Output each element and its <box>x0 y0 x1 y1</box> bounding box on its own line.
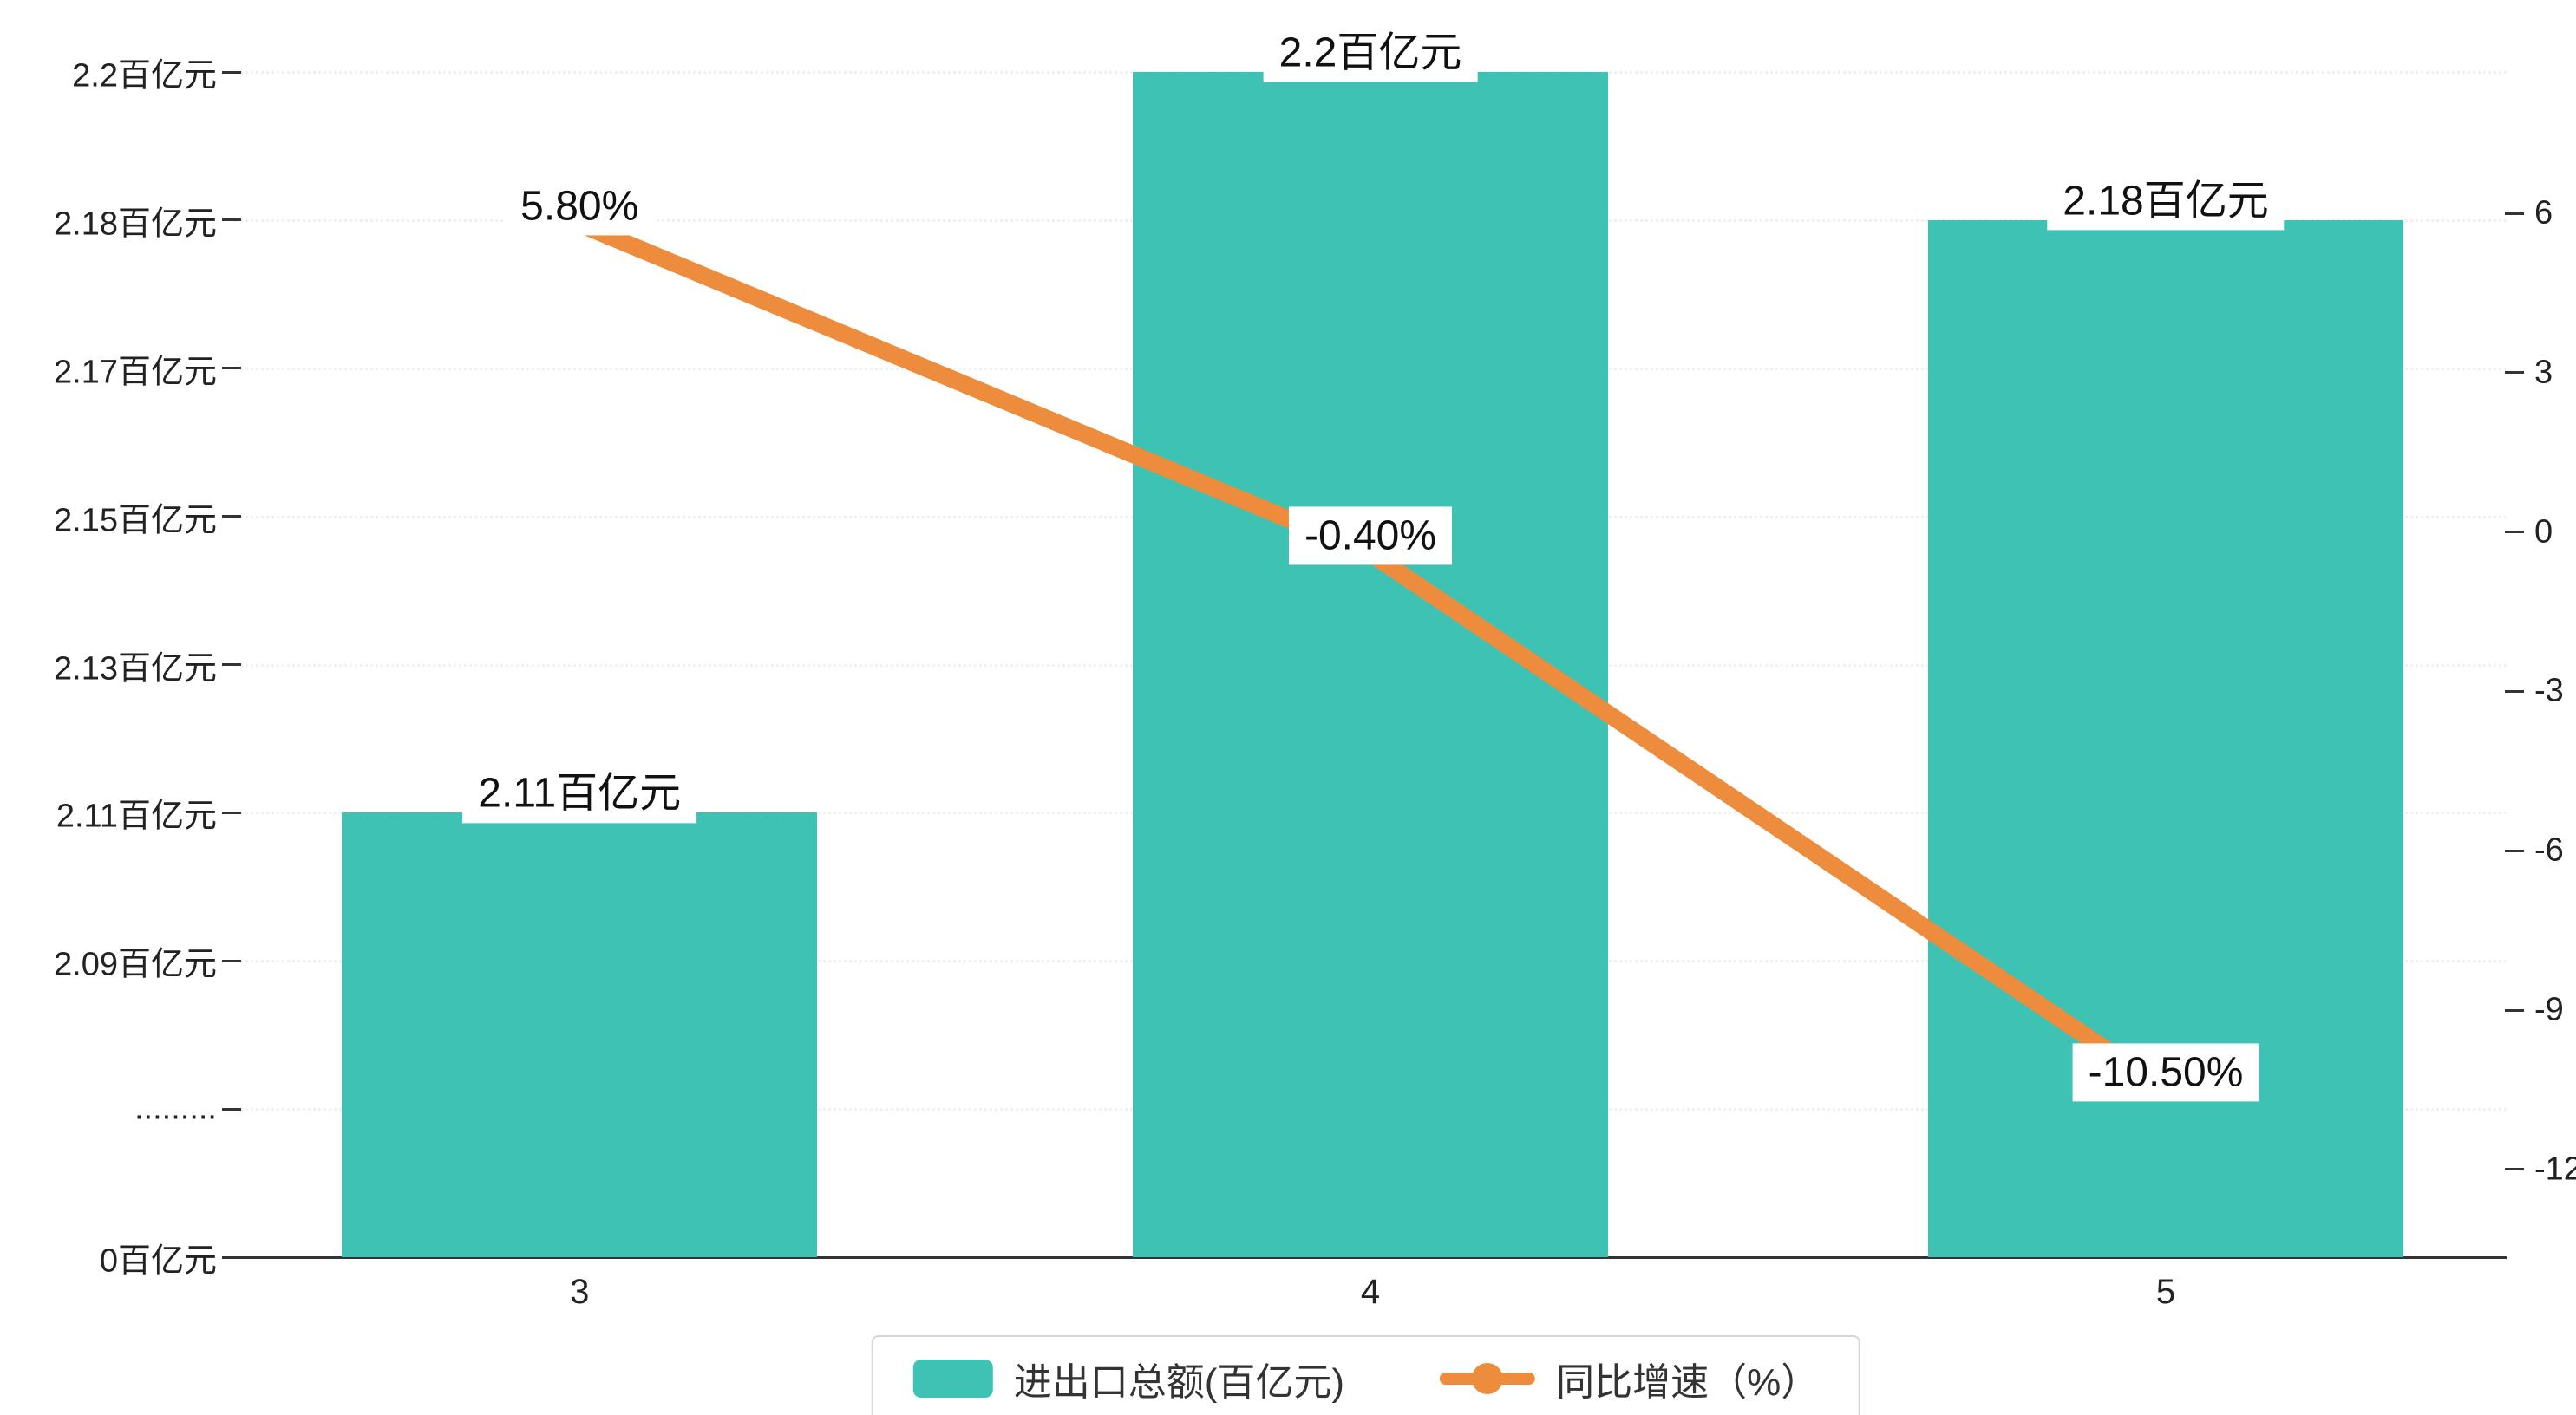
legend-label-bar: 进出口总额(百亿元) <box>1013 1361 1345 1404</box>
right-axis-tick-label: 3 <box>2534 354 2553 391</box>
left-axis-tick-label: 2.09百亿元 <box>54 946 217 983</box>
left-axis-tick-mark <box>222 1255 241 1259</box>
left-axis-tick-mark <box>222 1107 241 1111</box>
right-axis-tick-mark <box>2505 849 2524 852</box>
legend: 进出口总额(百亿元) 同比增速（%） <box>871 1335 1861 1415</box>
left-axis-tick-label: 2.17百亿元 <box>54 354 217 391</box>
right-axis-tick-mark <box>2505 212 2524 215</box>
left-axis-tick-label: 2.18百亿元 <box>54 205 217 243</box>
x-axis-category-label: 4 <box>1360 1273 1381 1311</box>
left-axis-tick-label: ......... <box>134 1090 217 1127</box>
bar-value-label: 2.18百亿元 <box>2047 172 2285 231</box>
line-dot-icon <box>1472 1363 1504 1394</box>
right-axis-tick-mark <box>2505 531 2524 534</box>
line-value-label: -10.50% <box>2072 1043 2259 1102</box>
left-axis-tick-mark <box>222 367 241 370</box>
left-axis-tick-mark <box>222 663 241 666</box>
right-axis-tick-mark <box>2505 371 2524 375</box>
bar-value-label: 2.2百亿元 <box>1263 23 1478 82</box>
left-axis-tick-mark <box>222 218 241 222</box>
x-axis-category-label: 5 <box>2155 1273 2176 1311</box>
right-axis-tick-label: -9 <box>2534 991 2564 1028</box>
left-axis-tick-label: 2.11百亿元 <box>56 798 217 835</box>
right-axis-tick-label: -6 <box>2534 831 2564 869</box>
right-axis-tick-mark <box>2505 1168 2524 1171</box>
left-axis-tick-label: 2.2百亿元 <box>72 57 217 95</box>
x-axis-line <box>234 1256 2507 1259</box>
left-axis-tick-mark <box>222 811 241 814</box>
line-value-label: 5.80% <box>505 177 655 236</box>
left-axis-tick-label: 2.15百亿元 <box>54 502 217 539</box>
line-series-swatch-icon <box>1440 1363 1536 1394</box>
bar-series-swatch-icon <box>912 1360 993 1398</box>
right-axis-tick-mark <box>2505 689 2524 693</box>
left-axis-tick-mark <box>222 70 241 74</box>
yoy-growth-line[interactable] <box>571 215 2174 1099</box>
right-axis-tick-mark <box>2505 1008 2524 1012</box>
left-axis-tick-mark <box>222 959 241 962</box>
legend-item-yoy-growth[interactable]: 同比增速（%） <box>1440 1351 1819 1406</box>
legend-label-line: 同比增速（%） <box>1556 1361 1820 1404</box>
left-axis-tick-label: 0百亿元 <box>99 1242 217 1280</box>
left-axis-tick-mark <box>222 515 241 518</box>
right-axis-tick-label: 6 <box>2534 194 2553 231</box>
x-axis-category-label: 3 <box>570 1273 590 1311</box>
right-axis-tick-label: -3 <box>2534 672 2564 709</box>
right-axis-tick-label: 0 <box>2534 513 2553 551</box>
line-value-label: -0.40% <box>1288 506 1453 565</box>
bar-value-label: 2.11百亿元 <box>462 764 697 823</box>
left-axis-tick-label: 2.13百亿元 <box>54 650 217 687</box>
bar[interactable] <box>342 812 818 1257</box>
legend-item-imports-exports[interactable]: 进出口总额(百亿元) <box>912 1351 1345 1406</box>
right-axis-tick-label: -12 <box>2534 1151 2576 1188</box>
